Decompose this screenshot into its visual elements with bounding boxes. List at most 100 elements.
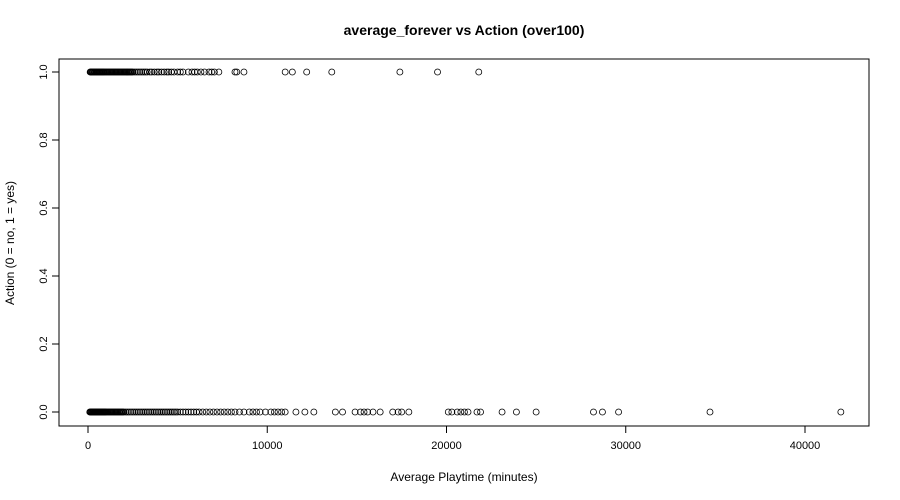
- y-tick-label: 0.0: [38, 404, 50, 419]
- data-point: [149, 408, 156, 416]
- data-point: [331, 408, 339, 416]
- data-point: [590, 408, 597, 416]
- data-point: [706, 408, 714, 416]
- data-point: [224, 408, 232, 416]
- data-point: [146, 68, 154, 76]
- data-point: [195, 408, 203, 416]
- x-tick-label: 30000: [610, 440, 641, 452]
- data-point: [129, 68, 137, 76]
- data-point: [301, 408, 309, 416]
- data-point: [165, 68, 173, 76]
- y-axis-label: Action (0 = no, 1 = yes): [3, 181, 17, 305]
- data-point: [213, 408, 221, 416]
- data-point: [182, 408, 190, 416]
- y-tick-label: 1.0: [38, 64, 50, 79]
- data-point: [274, 408, 282, 416]
- data-point: [159, 408, 167, 416]
- data-point: [150, 408, 158, 416]
- data-point: [532, 408, 540, 416]
- data-point: [179, 408, 187, 416]
- data-point: [360, 408, 368, 416]
- data-point: [158, 408, 165, 416]
- data-point: [405, 408, 413, 416]
- data-point: [210, 408, 217, 416]
- data-point: [256, 408, 264, 416]
- data-point: [131, 408, 139, 416]
- data-point: [129, 408, 137, 416]
- data-point: [303, 68, 311, 76]
- data-point: [136, 68, 144, 76]
- data-point: [837, 408, 845, 416]
- data-point: [132, 408, 140, 416]
- data-point: [271, 408, 278, 416]
- data-point: [152, 408, 160, 416]
- data-point: [292, 408, 300, 416]
- data-point: [233, 68, 241, 76]
- data-point: [281, 68, 289, 76]
- data-point: [205, 68, 213, 76]
- data-point: [174, 68, 182, 76]
- data-point: [364, 408, 372, 416]
- data-point: [215, 68, 223, 76]
- x-tick-label: 20000: [431, 440, 462, 452]
- y-tick-label: 0.4: [38, 268, 50, 283]
- data-point: [448, 408, 456, 416]
- data-point: [143, 68, 151, 76]
- data-point: [498, 408, 506, 416]
- data-point: [174, 408, 182, 416]
- data-point: [262, 408, 269, 416]
- data-point: [167, 408, 174, 416]
- data-point: [148, 68, 156, 76]
- data-point: [231, 68, 239, 76]
- data-point: [155, 68, 163, 76]
- data-point: [163, 408, 171, 416]
- data-point: [168, 408, 176, 416]
- data-point: [156, 408, 164, 416]
- data-point: [153, 68, 161, 76]
- data-point: [477, 408, 484, 416]
- data-point: [376, 408, 384, 416]
- data-point: [245, 408, 253, 416]
- data-point: [231, 408, 239, 416]
- data-point: [161, 408, 169, 416]
- data-point: [394, 408, 402, 416]
- data-point: [249, 408, 257, 416]
- x-tick-label: 0: [85, 440, 91, 452]
- data-point: [132, 68, 140, 76]
- data-point: [158, 68, 165, 76]
- data-point: [122, 408, 130, 416]
- data-point: [453, 408, 461, 416]
- data-point: [206, 408, 214, 416]
- x-axis: 0 10000 20000 30000 40000: [85, 425, 820, 452]
- data-point: [208, 68, 216, 76]
- data-point: [134, 408, 142, 416]
- data-point: [357, 408, 364, 416]
- data-point: [187, 408, 195, 416]
- x-tick-label: 10000: [252, 440, 283, 452]
- data-point: [131, 68, 139, 76]
- data-point: [444, 408, 452, 416]
- data-point: [154, 408, 162, 416]
- data-point: [124, 408, 131, 416]
- data-point: [147, 408, 155, 416]
- data-point: [328, 68, 336, 76]
- y-axis: 0.0 0.2 0.4 0.6 0.8 1.0: [38, 64, 60, 420]
- data-point: [202, 408, 210, 416]
- data-point: [172, 408, 180, 416]
- data-point: [288, 68, 296, 76]
- data-point: [389, 408, 397, 416]
- data-point: [398, 408, 406, 416]
- data-point: [138, 408, 146, 416]
- data-point: [134, 68, 142, 76]
- data-point: [188, 68, 196, 76]
- data-point: [199, 408, 207, 416]
- data-point: [201, 68, 208, 76]
- data-point: [615, 408, 622, 416]
- data-point: [190, 408, 198, 416]
- data-point: [253, 408, 260, 416]
- data-point: [125, 408, 133, 416]
- data-point: [473, 408, 481, 416]
- data-point: [120, 408, 128, 416]
- data-point: [184, 408, 192, 416]
